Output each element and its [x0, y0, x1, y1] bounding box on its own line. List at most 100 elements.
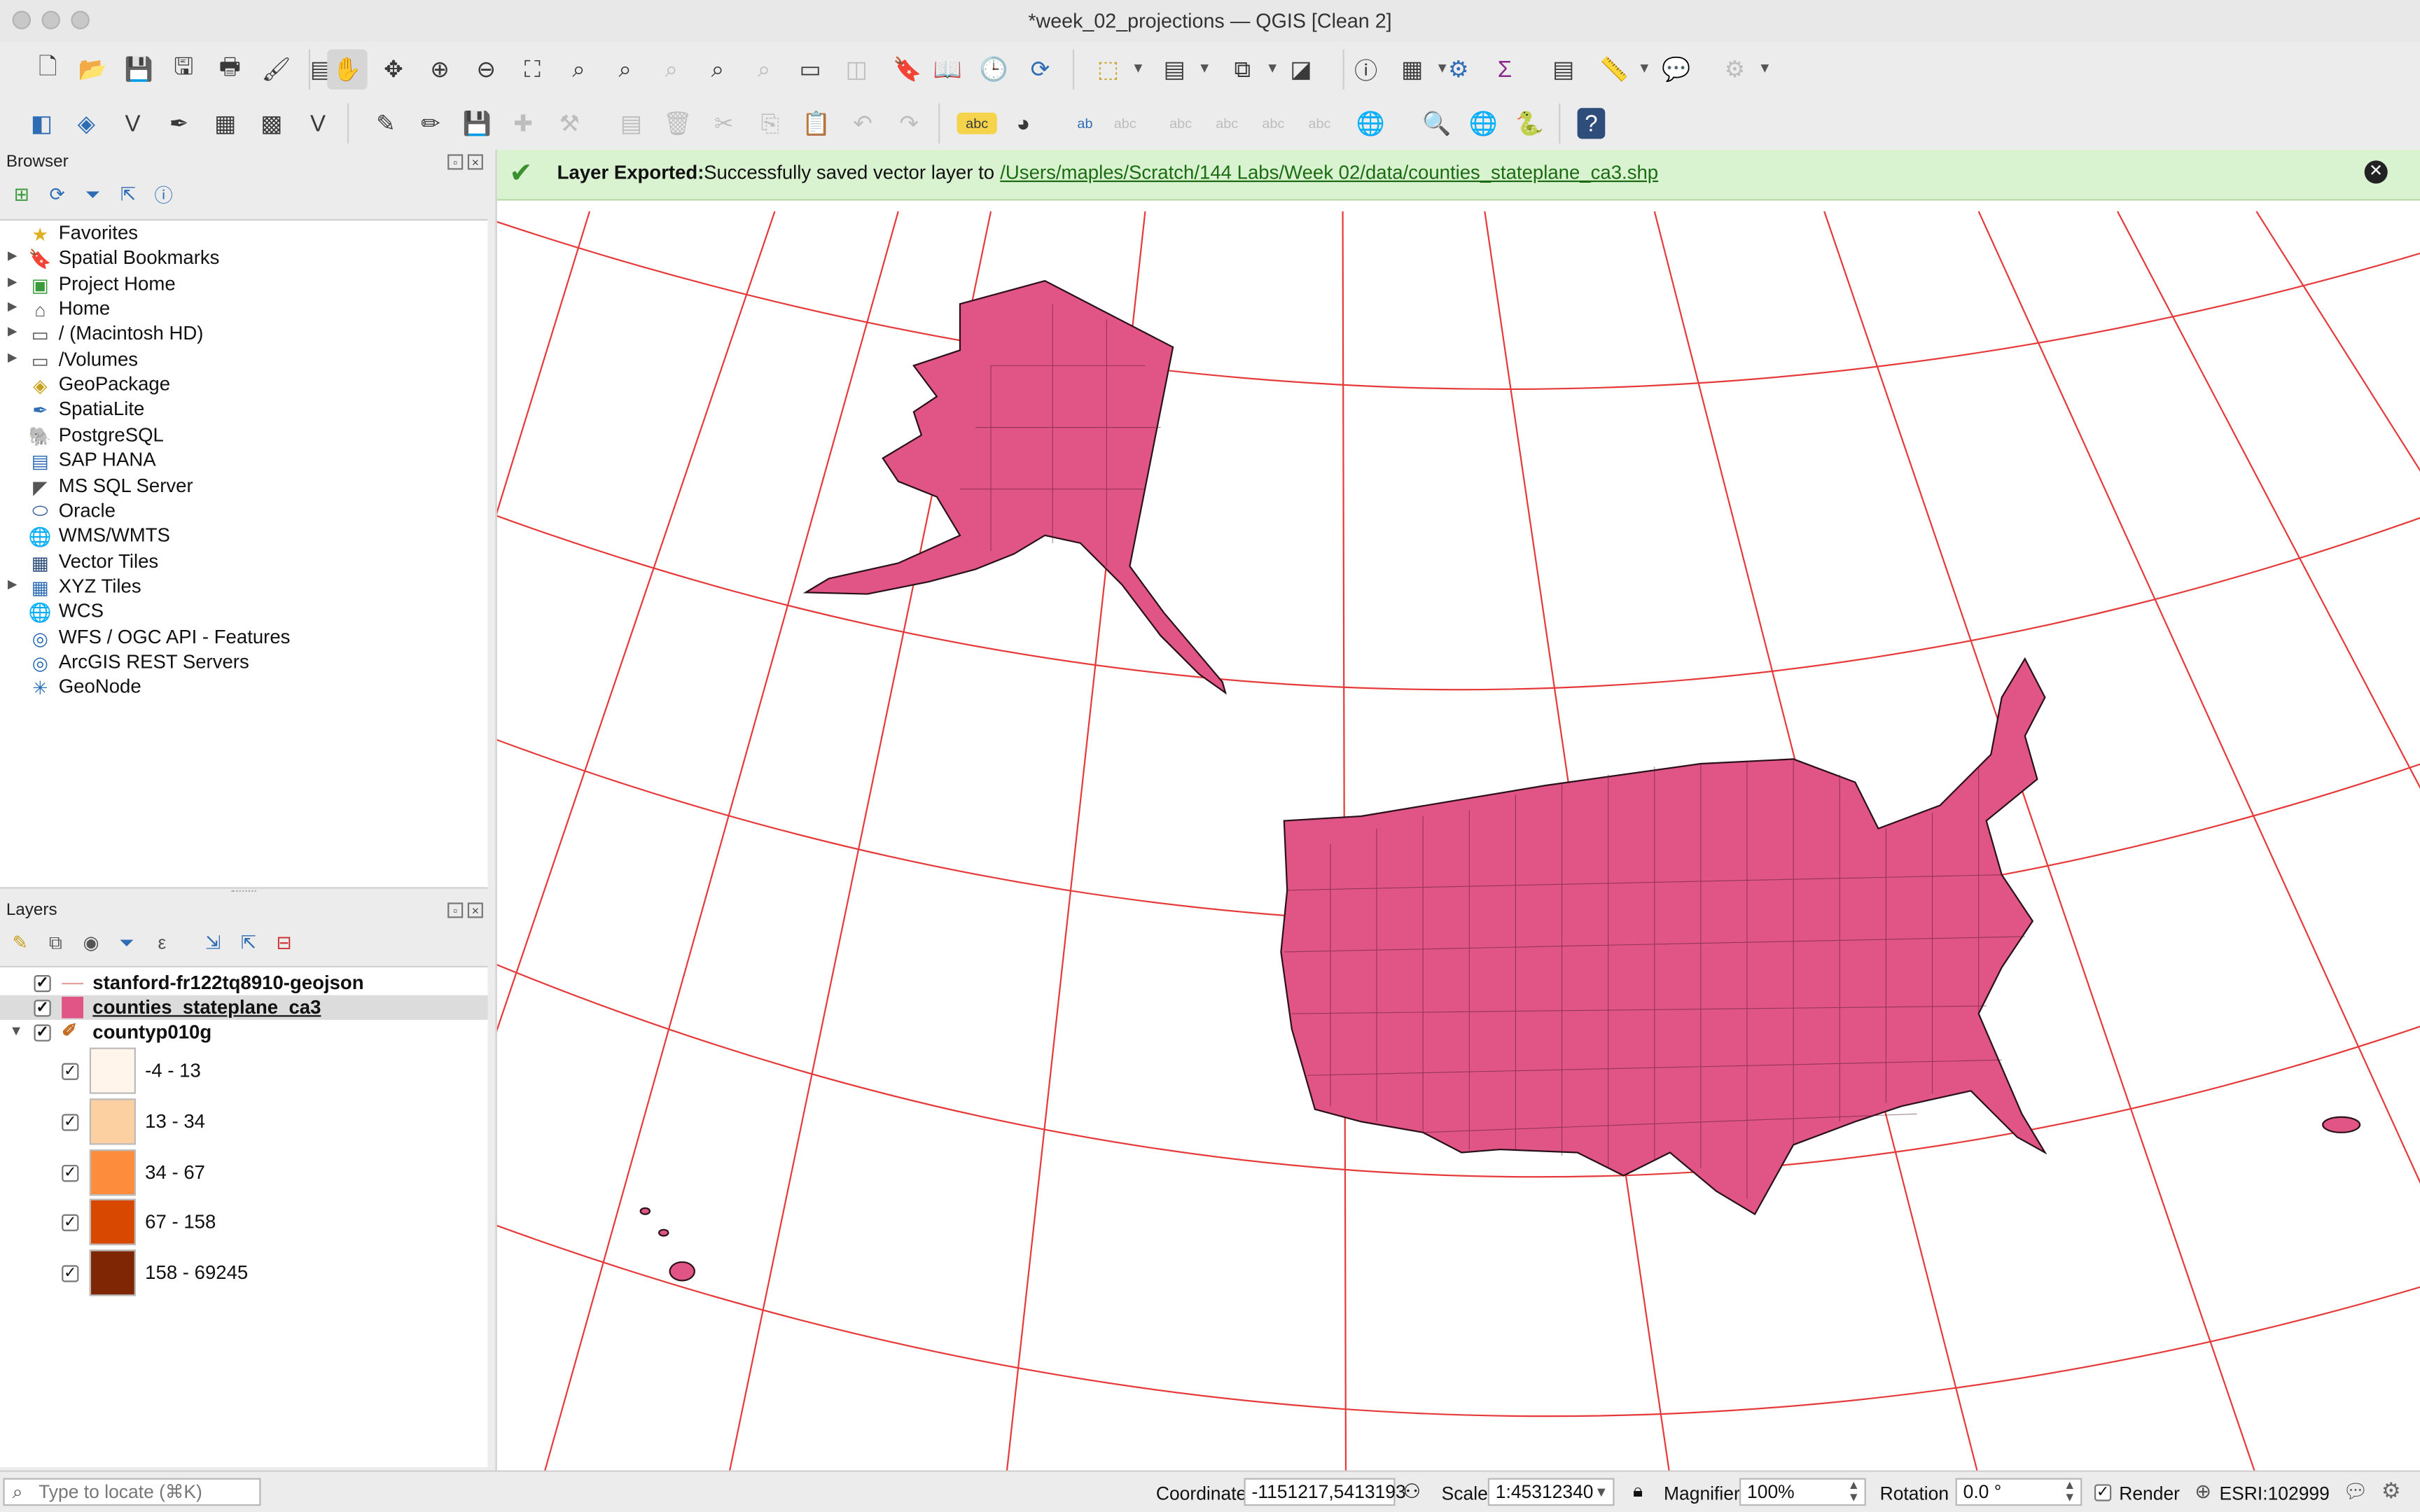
float-panel-icon[interactable]: ▫ [447, 154, 464, 170]
select-features-icon[interactable]: ⬚ [1097, 57, 1120, 84]
current-edits-icon[interactable]: ✎ [376, 111, 396, 138]
browser-item[interactable]: 🐘 PostgreSQL [0, 424, 487, 449]
expand-arrow-icon[interactable]: ▶ [8, 274, 18, 288]
show-bookmarks-icon[interactable]: 📖 [933, 57, 962, 84]
paste-icon[interactable]: 📋 [802, 111, 831, 138]
zoom-native-icon[interactable]: ⌕ [665, 56, 679, 83]
help-icon[interactable]: ? [1577, 108, 1606, 139]
collapse-all-icon[interactable]: ⇱ [120, 183, 137, 206]
legend-class-checkbox[interactable]: ✓ [62, 1214, 79, 1232]
metasearch-icon[interactable]: 🔍 [1422, 111, 1452, 138]
browser-item[interactable]: ▤ SAP HANA [0, 449, 487, 474]
close-panel-icon[interactable]: × [467, 154, 483, 170]
magnifier-field[interactable]: 100% ▲ ▼ [1739, 1478, 1866, 1506]
vertex-tool-icon[interactable]: ⚒ [559, 111, 580, 138]
open-field-calc-icon[interactable]: ▤ [1552, 57, 1575, 84]
spinner-icon[interactable]: ▲ ▼ [1847, 1478, 1860, 1504]
lock-scale-icon[interactable]: 🔒︎ [1632, 1479, 1643, 1502]
refresh-icon[interactable]: ⟳ [1030, 57, 1050, 84]
render-checkbox[interactable]: ✓ [2094, 1484, 2112, 1502]
layer-visibility-checkbox[interactable]: ✓ [34, 1024, 51, 1042]
rotation-field[interactable]: 0.0 ° ▲ ▼ [1955, 1478, 2082, 1506]
bookmark-new-icon[interactable]: 🔖 [893, 57, 922, 84]
style-manager-icon[interactable]: 🖌 [261, 57, 291, 84]
refresh-icon[interactable]: ⟳ [49, 183, 65, 206]
label-toolbar-icon[interactable]: abc [957, 112, 997, 134]
new-spatialite-icon[interactable]: ▦ [214, 111, 237, 138]
cut-icon[interactable]: ✂ [714, 111, 734, 138]
expand-all-icon[interactable]: ⇲ [205, 932, 221, 954]
messages-icon[interactable]: 💬︎ [2342, 1479, 2369, 1503]
attribute-table-icon[interactable]: ▦ [1401, 57, 1424, 84]
filter-expression-icon[interactable]: ε [158, 932, 167, 954]
new-shapefile-icon[interactable]: V [125, 110, 141, 137]
browser-item[interactable]: ★ Favorites [0, 222, 487, 246]
layer-row-counties[interactable]: ✓ counties_stateplane_ca3 [0, 995, 488, 1020]
change-label-icon[interactable]: abc [1308, 115, 1331, 132]
filter-legend-icon[interactable]: ⏷ [119, 931, 134, 953]
chevron-down-icon[interactable]: ▼ [1758, 59, 1772, 76]
toggle-editing-icon[interactable]: ✏ [421, 111, 440, 138]
browser-item[interactable]: 🌐 WCS [0, 601, 487, 625]
highlight-pinned-icon[interactable]: ab [1077, 115, 1093, 132]
save-edits-icon[interactable]: 💾 [462, 111, 492, 138]
plugins-icon[interactable]: ⚙ [1724, 57, 1746, 84]
close-message-icon[interactable]: ✕ [2364, 160, 2388, 184]
save-as-icon[interactable]: 🖫 [174, 53, 194, 80]
style-layer-icon[interactable]: ✎ [12, 932, 28, 954]
modify-attr-icon[interactable]: ▤ [620, 111, 643, 138]
toggle-extents-icon[interactable]: ⚇ [1403, 1479, 1421, 1503]
zoom-in-icon[interactable]: ⊕ [430, 57, 450, 84]
expand-arrow-icon[interactable]: ▶ [8, 248, 18, 263]
add-selected-layers-icon[interactable]: ⊞ [13, 183, 29, 206]
digitize-icon[interactable]: ✒ [169, 111, 189, 138]
wms-icon[interactable]: 🌐 [1356, 111, 1385, 138]
browser-item[interactable]: ✒ SpatiaLite [0, 399, 487, 424]
layer-row-countyp010g[interactable]: ▼ ✓ ✐ countyp010g [0, 1020, 487, 1044]
measure-icon[interactable]: 📏 [1599, 57, 1629, 84]
zoom-next-icon[interactable]: ⌕ [757, 56, 771, 83]
map-canvas[interactable]: ✔ Layer Exported: Successfully saved vec… [495, 149, 2420, 1471]
zoom-full-icon[interactable]: ⛶ [524, 56, 541, 83]
save-project-icon[interactable]: 💾 [124, 57, 153, 84]
legend-class-checkbox[interactable]: ✓ [62, 1113, 79, 1131]
expand-arrow-icon[interactable]: ▶ [8, 349, 18, 364]
zoom-to-layer-icon[interactable]: ⌕ [618, 56, 632, 83]
locate-icon[interactable]: 🌐 [1468, 111, 1498, 138]
expand-arrow-icon[interactable]: ▶ [8, 577, 18, 591]
undo-icon[interactable]: ↶ [853, 111, 872, 138]
browser-item[interactable]: ◤ MS SQL Server [0, 475, 487, 499]
browser-item[interactable]: ▶ 🔖 Spatial Bookmarks [0, 247, 487, 272]
panel-splitter[interactable] [231, 890, 256, 895]
new-3d-view-icon[interactable]: ◫ [845, 57, 868, 84]
expand-arrow-icon[interactable]: ▶ [8, 299, 18, 314]
chevron-down-icon[interactable]: ▼ [1435, 59, 1449, 76]
add-group-icon[interactable]: ⧉ [48, 931, 62, 953]
zoom-window-button[interactable] [71, 10, 90, 29]
zoom-out-icon[interactable]: ⊖ [476, 57, 496, 84]
move-label-icon[interactable]: abc [1216, 115, 1239, 132]
browser-item[interactable]: ▶ ▣ Project Home [0, 272, 487, 297]
collapse-all-icon[interactable]: ⇱ [240, 932, 256, 954]
map-tips-icon[interactable]: 💬 [1662, 57, 1691, 84]
browser-item[interactable]: ✳ GeoNode [0, 676, 487, 701]
legend-class-checkbox[interactable]: ✓ [62, 1265, 79, 1283]
layer-row-stanford[interactable]: ✓ stanford-fr122tq8910-geojson [0, 970, 487, 995]
chevron-down-icon[interactable]: ▼ [1265, 59, 1280, 76]
browser-item[interactable]: ▶ ▦ XYZ Tiles [0, 575, 487, 600]
zoom-last-icon[interactable]: ⌕ [711, 56, 725, 83]
new-map-view-icon[interactable]: ▭ [799, 57, 821, 84]
deselect-icon[interactable]: ⧉ [1234, 56, 1251, 83]
new-geopackage-icon[interactable]: ◈ [77, 111, 96, 138]
browser-item[interactable]: ◈ GeoPackage [0, 374, 487, 398]
browser-item[interactable]: ▦ Vector Tiles [0, 550, 487, 575]
plugin-icon[interactable]: ⚙ [2381, 1478, 2401, 1503]
show-hide-labels-icon[interactable]: abc [1113, 115, 1136, 132]
coordinate-field[interactable]: -1151217,5413193 [1244, 1478, 1406, 1506]
layer-diagram-icon[interactable]: ◕ [1016, 110, 1031, 137]
layer-visibility-checkbox[interactable]: ✓ [34, 1000, 51, 1017]
browser-item[interactable]: ▶ ▭ /Volumes [0, 349, 487, 373]
rotate-label-icon[interactable]: abc [1262, 115, 1285, 132]
pan-to-selection-icon[interactable]: ✥ [384, 57, 403, 84]
pin-label-icon[interactable]: abc [1169, 115, 1192, 132]
